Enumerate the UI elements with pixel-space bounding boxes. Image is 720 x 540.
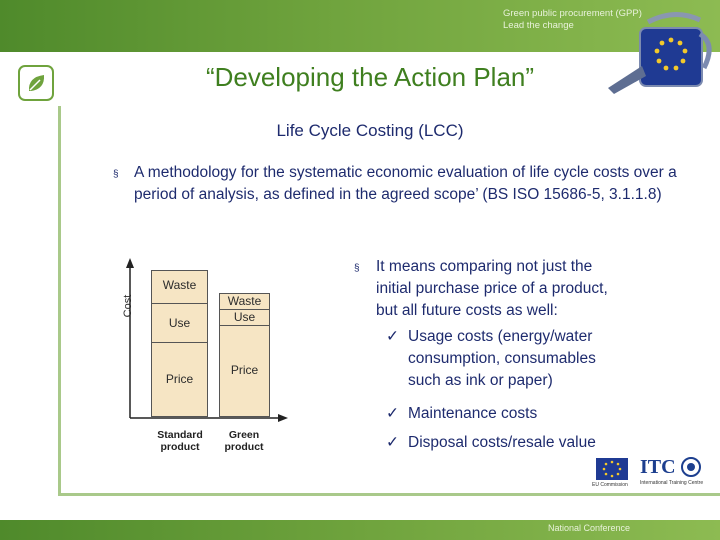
eu-logo-caption: EU Commission	[592, 482, 628, 488]
watering-can-icon	[608, 12, 712, 94]
bullet-definition-text: A methodology for the systematic economi…	[134, 164, 677, 203]
checkmark-icon: ✓	[386, 405, 399, 422]
green-use-label: Use	[233, 310, 256, 324]
standard-product-caption: Standard product	[147, 429, 213, 453]
check-item-usage: ✓ Usage costs (energy/water consumption, …	[386, 326, 686, 392]
bullet-comparison-text: It means comparing not just the initial …	[376, 256, 676, 322]
header-banner	[0, 0, 720, 52]
green-caption-line1: Green	[228, 429, 260, 441]
standard-use-label: Use	[168, 316, 191, 330]
check-usage-line3: such as ink or paper)	[408, 372, 553, 389]
itc-logo: ITC	[640, 456, 676, 478]
eu-flag-logo	[596, 458, 628, 480]
itc-logo-caption: International Training Centre	[640, 480, 704, 486]
green-price-box	[219, 325, 270, 417]
comparison-line-2: initial purchase price of a product,	[376, 278, 676, 300]
check-disposal-text: Disposal costs/resale value	[408, 434, 596, 451]
green-caption-line2: product	[224, 441, 264, 453]
check-item-disposal: ✓ Disposal costs/resale value	[386, 432, 686, 454]
checkmark-icon: ✓	[386, 328, 399, 345]
check-row-usage-2: consumption, consumables	[386, 348, 686, 370]
check-item-maintenance: ✓ Maintenance costs	[386, 403, 686, 425]
comparison-line-1: It means comparing not just the	[376, 258, 593, 275]
header-tagline: Green public procurement (GPP) Lead the …	[503, 8, 642, 32]
comparison-line-2-pre: initial	[376, 280, 416, 297]
check-maintenance-text: Maintenance costs	[408, 405, 538, 422]
footer-banner	[0, 520, 720, 540]
standard-price-label: Price	[165, 372, 194, 386]
standard-price-box	[151, 342, 208, 417]
comparison-line-3: but all future costs as well:	[376, 302, 558, 319]
standard-caption-line2: product	[160, 441, 200, 453]
ilo-emblem-icon	[681, 457, 701, 477]
standard-caption-line1: Standard	[157, 429, 203, 441]
leaf-icon	[28, 75, 45, 91]
check-usage-line1: Usage costs (energy/water	[408, 328, 593, 345]
green-waste-label: Waste	[227, 294, 262, 308]
bullet-marker: §	[113, 169, 119, 180]
cost-axis	[126, 258, 288, 422]
green-price-label: Price	[230, 363, 259, 377]
check-usage-line2: consumption, consumables	[408, 350, 596, 367]
tagline-line-2: Lead the change	[503, 20, 574, 31]
tagline-line-1: Green public procurement (GPP)	[503, 8, 642, 19]
leaf-logo	[18, 65, 54, 101]
purchase-price-text: purchase price	[415, 280, 518, 297]
bullet-marker-2: §	[354, 263, 360, 274]
cost-axis-label: Cost	[122, 294, 134, 318]
footer-text: National Conference	[548, 523, 631, 533]
slide-title: “Developing the Action Plan”	[205, 62, 535, 92]
green-product-caption: Green product	[211, 429, 277, 453]
standard-use-box	[151, 303, 208, 343]
frame-left-line	[58, 106, 61, 496]
check-row-usage-1: ✓ Usage costs (energy/water	[386, 326, 686, 348]
checkmark-icon: ✓	[386, 434, 399, 451]
standard-waste-label: Waste	[162, 278, 197, 292]
frame-bottom-line	[58, 493, 720, 496]
check-row-usage-3: such as ink or paper)	[386, 370, 686, 392]
slide-subtitle: Life Cycle Costing (LCC)	[276, 121, 464, 140]
eu-stars-icon	[602, 460, 622, 478]
comparison-line-2-post: of a product,	[517, 280, 608, 297]
